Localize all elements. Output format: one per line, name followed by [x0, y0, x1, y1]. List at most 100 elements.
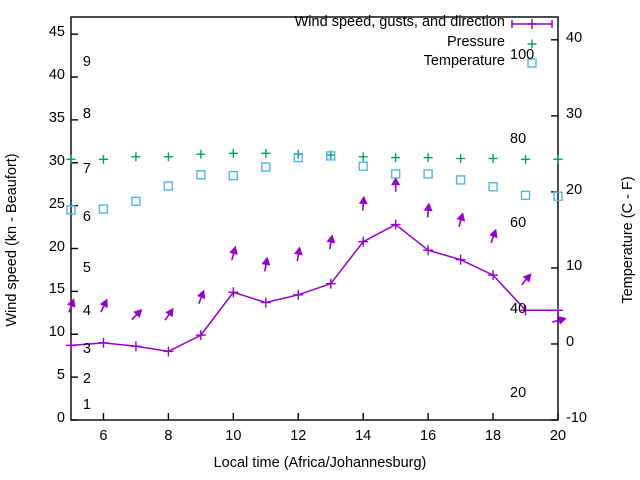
- y-tick-label-0: 0: [56, 410, 65, 426]
- y-tick-label-15: 15: [48, 281, 65, 298]
- wind-direction-arrow-5: [67, 298, 76, 313]
- fahrenheit-label-80: 80: [510, 130, 527, 147]
- temperature-point-20: [553, 191, 563, 201]
- beaufort-label-7: 7: [82, 161, 91, 178]
- pressure-point-10: [228, 148, 238, 158]
- pressure-point-18: [488, 153, 498, 163]
- wind-direction-arrow-16: [423, 202, 433, 218]
- wind-speed-point-19: [520, 305, 531, 316]
- wind-speed-point-9: [195, 330, 206, 341]
- plot-border: [70, 16, 559, 421]
- temperature-point-11: [261, 162, 271, 172]
- temperature-point-17: [455, 175, 466, 185]
- y2-tick-label--10: -10: [566, 410, 587, 426]
- wind-speed-point-14: [358, 236, 369, 247]
- fahrenheit-label-40: 40: [510, 300, 527, 317]
- legend-marker-temperature: [527, 58, 537, 68]
- beaufort-label-1: 1: [82, 397, 91, 414]
- wind-speed-point-20: [553, 305, 563, 316]
- pressure-point-16: [423, 153, 433, 163]
- wind-direction-arrow-10: [229, 245, 238, 261]
- x-tick-label-8: 8: [164, 428, 173, 444]
- wind-direction-arrow-12: [294, 246, 303, 262]
- wind-direction-arrow-9: [196, 289, 206, 305]
- beaufort-label-6: 6: [82, 208, 91, 225]
- temperature-point-14: [358, 161, 368, 171]
- wind-speed-point-18: [488, 270, 499, 281]
- y-tick-label-20: 20: [48, 238, 65, 255]
- x-tick-label-12: 12: [290, 428, 307, 444]
- temperature-point-15: [390, 169, 401, 179]
- pressure-point-17: [456, 153, 466, 163]
- y-tick-label-10: 10: [48, 324, 65, 341]
- x-tick-label-20: 20: [549, 428, 567, 444]
- temperature-point-5: [66, 205, 76, 215]
- wind-direction-arrow-8: [164, 307, 174, 321]
- beaufort-label-4: 4: [82, 302, 91, 319]
- y-tick-label-35: 35: [48, 109, 65, 126]
- temperature-point-12: [293, 152, 303, 163]
- temperature-point-7: [131, 196, 141, 207]
- pressure-point-5: [66, 154, 76, 164]
- beaufort-label-2: 2: [82, 371, 91, 388]
- y-tick-label-30: 30: [48, 152, 65, 169]
- wind-speed-point-10: [228, 287, 239, 298]
- wind-speed-line: [70, 223, 558, 353]
- x-tick-label-6: 6: [99, 428, 108, 444]
- wind-speed-point-7: [130, 341, 141, 352]
- wind-direction-arrow-15: [391, 176, 401, 192]
- wind-speed-point-5: [66, 340, 76, 351]
- legend-marker-pressure: [527, 39, 537, 49]
- y2-tick-label-30: 30: [566, 105, 583, 122]
- pressure-point-14: [358, 152, 368, 162]
- wind-speed-point-13: [325, 278, 336, 289]
- beaufort-label-8: 8: [82, 105, 91, 122]
- temperature-point-8: [163, 181, 174, 191]
- pressure-point-15: [391, 153, 401, 163]
- x-axis-title: Local time (Africa/Johannesburg): [213, 455, 427, 471]
- y2-tick-label-20: 20: [566, 181, 583, 198]
- temperature-point-19: [520, 190, 531, 201]
- x-tick-label-16: 16: [420, 428, 437, 444]
- beaufort-label-3: 3: [82, 341, 91, 358]
- legend-label-pressure: Pressure: [446, 34, 505, 50]
- fahrenheit-label-20: 20: [510, 384, 527, 401]
- beaufort-label-9: 9: [82, 54, 91, 71]
- x-tick-label-18: 18: [484, 428, 502, 444]
- y2-tick-label-10: 10: [566, 257, 583, 274]
- wind-direction-arrow-20: [552, 316, 567, 325]
- wind-speed-point-16: [423, 245, 434, 256]
- wind-direction-arrow-18: [489, 228, 498, 244]
- wind-speed-point-11: [260, 297, 271, 308]
- legend-label-wind: Wind speed, gusts, and direction: [294, 14, 505, 30]
- wind-speed-point-15: [390, 219, 401, 230]
- temperature-point-10: [228, 170, 239, 181]
- wind-direction-arrow-17: [456, 212, 466, 227]
- legend-marker-wind: [527, 19, 537, 29]
- fahrenheit-label-100: 100: [510, 46, 535, 63]
- beaufort-label-5: 5: [82, 259, 91, 276]
- pressure-point-11: [261, 148, 271, 158]
- temperature-point-16: [423, 169, 433, 179]
- wind-speed-point-12: [293, 289, 304, 300]
- temperature-point-18: [488, 182, 498, 192]
- wind-direction-arrow-19: [521, 273, 532, 286]
- wind-direction-arrow-6: [99, 298, 108, 313]
- y2-tick-label-40: 40: [566, 29, 583, 46]
- wind-speed-point-6: [98, 337, 109, 348]
- fahrenheit-label-60: 60: [510, 215, 527, 232]
- pressure-point-19: [521, 154, 531, 164]
- wind-direction-arrow-13: [326, 234, 336, 250]
- x-tick-label-10: 10: [225, 428, 242, 444]
- y2-tick-label-0: 0: [566, 333, 575, 350]
- y-tick-label-5: 5: [56, 367, 65, 384]
- wind-direction-arrow-14: [358, 195, 368, 211]
- y-tick-label-40: 40: [48, 67, 65, 84]
- wind-direction-arrow-7: [131, 308, 143, 321]
- pressure-point-6: [98, 154, 108, 164]
- wind-speed-point-17: [455, 254, 466, 265]
- pressure-point-9: [196, 149, 206, 159]
- temperature-point-6: [98, 204, 109, 214]
- pressure-point-8: [163, 152, 173, 162]
